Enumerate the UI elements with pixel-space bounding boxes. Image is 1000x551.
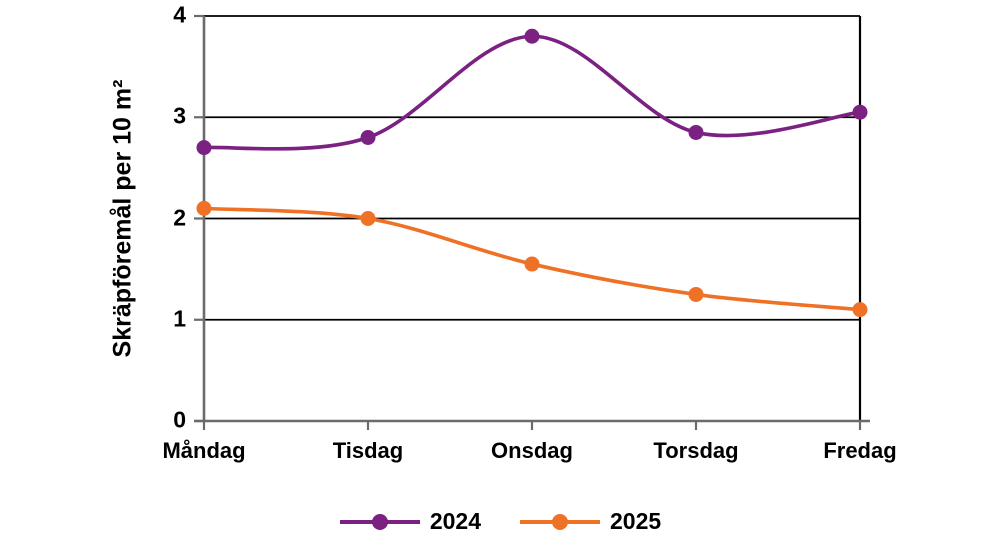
y-tick-label-2: 2 — [173, 204, 186, 231]
legend: 2024 2025 — [0, 508, 1000, 535]
x-tick-label-onsdag: Onsdag — [491, 438, 573, 463]
data-point-2025-Torsdag — [688, 286, 704, 302]
data-point-2024-Måndag — [196, 140, 212, 156]
y-tick-label-0: 0 — [173, 406, 186, 433]
y-tick-label-3: 3 — [173, 102, 186, 129]
x-tick-label-mandag: Måndag — [162, 438, 246, 463]
legend-label-2025: 2025 — [610, 508, 662, 534]
data-point-2025-Måndag — [196, 200, 212, 216]
data-point-2024-Fredag — [852, 104, 868, 120]
x-tick-label-tisdag: Tisdag — [332, 438, 404, 463]
data-point-2024-Onsdag — [524, 28, 540, 44]
y-tick-label-4: 4 — [173, 1, 186, 28]
y-tick-label-1: 1 — [173, 305, 186, 332]
legend-line-marker-2025 — [520, 513, 600, 530]
x-tick-label-fredag: Fredag — [823, 438, 897, 463]
data-point-2024-Torsdag — [688, 124, 704, 140]
legend-item-2024: 2024 — [339, 508, 481, 535]
legend-item-2025: 2025 — [519, 508, 661, 535]
data-point-2025-Onsdag — [524, 256, 540, 272]
legend-line-marker-2024 — [339, 513, 420, 530]
series-line-2024 — [202, 34, 862, 151]
legend-label-2024: 2024 — [429, 508, 481, 534]
x-tick-label-torsdag: Torsdag — [653, 438, 739, 463]
data-point-2025-Tisdag — [360, 211, 376, 226]
data-point-2024-Tisdag — [360, 130, 376, 145]
data-point-2025-Fredag — [852, 302, 868, 318]
y-axis-title-text: Skräpföremål per 10 m² — [108, 79, 137, 358]
